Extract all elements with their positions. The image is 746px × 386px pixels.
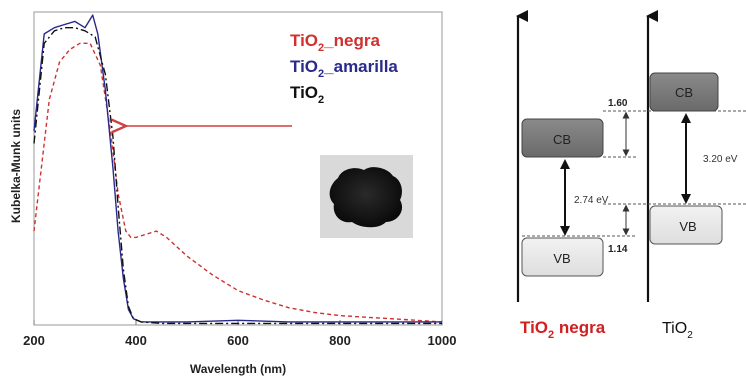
powder-sample xyxy=(329,167,403,228)
x-tick-label: 200 xyxy=(23,333,45,348)
legend-negra-base: TiO xyxy=(290,31,318,50)
chart-legend: TiO2_negra TiO2_amarilla TiO2 xyxy=(290,31,398,106)
band-diagram: CB VB CB VB 2.74 eV 3.20 eV 1.60 1.14 Ti… xyxy=(516,10,746,341)
cb-label-negra: CB xyxy=(553,132,571,147)
material-tio2-base: TiO xyxy=(662,320,687,337)
y-axis-label: Kubelka-Munk units xyxy=(9,109,23,223)
legend-negra-sub: 2 xyxy=(318,42,324,54)
series-line-2 xyxy=(33,27,442,325)
chart-curves xyxy=(33,14,443,325)
vb-box-negra xyxy=(521,237,604,277)
legend-entry-tio2: TiO2 xyxy=(290,83,324,106)
x-tick-label: 800 xyxy=(329,333,351,348)
series-line-0 xyxy=(33,42,443,323)
material-tio2-sub: 2 xyxy=(687,330,693,341)
legend-amarilla-sub: 2 xyxy=(318,68,324,80)
legend-entry-amarilla: TiO2_amarilla xyxy=(290,57,398,80)
legend-amarilla-base: TiO xyxy=(290,57,318,76)
vb-label-tio2: VB xyxy=(679,219,696,234)
legend-tio2-sub: 2 xyxy=(318,94,324,106)
gap-label-tio2: 3.20 eV xyxy=(703,154,738,165)
x-tick-label: 400 xyxy=(125,333,147,348)
legend-negra-suffix: _negra xyxy=(323,31,380,50)
material-negra-base: TiO xyxy=(520,318,548,337)
legend-amarilla-suffix: _amarilla xyxy=(323,57,398,76)
cb-box-negra xyxy=(521,118,604,158)
x-axis-ticks: 200 400 600 800 1000 xyxy=(23,320,456,348)
x-tick-label: 600 xyxy=(227,333,249,348)
vb-offset-label: 1.14 xyxy=(608,244,628,255)
legend-tio2-base: TiO xyxy=(290,83,318,102)
gap-label-negra: 2.74 eV xyxy=(574,195,609,206)
material-label-negra: TiO2 negra xyxy=(520,318,606,341)
cb-box-tio2 xyxy=(649,72,719,112)
material-label-tio2: TiO2 xyxy=(662,320,693,341)
legend-entry-negra: TiO2_negra xyxy=(290,31,380,54)
cb-offset-label: 1.60 xyxy=(608,98,628,109)
series-line-1 xyxy=(33,14,442,323)
vb-label-negra: VB xyxy=(553,251,570,266)
material-negra-sub: 2 xyxy=(548,329,554,341)
absorbance-chart: 200 400 600 800 1000 Kubelka-Munk units Wave… xyxy=(9,11,456,376)
sample-photo xyxy=(320,155,413,238)
x-tick-label: 1000 xyxy=(428,333,457,348)
material-negra-suffix: negra xyxy=(554,318,606,337)
vb-box-tio2 xyxy=(649,205,723,245)
x-axis-label: Wavelength (nm) xyxy=(190,362,286,376)
cb-label-tio2: CB xyxy=(675,85,693,100)
